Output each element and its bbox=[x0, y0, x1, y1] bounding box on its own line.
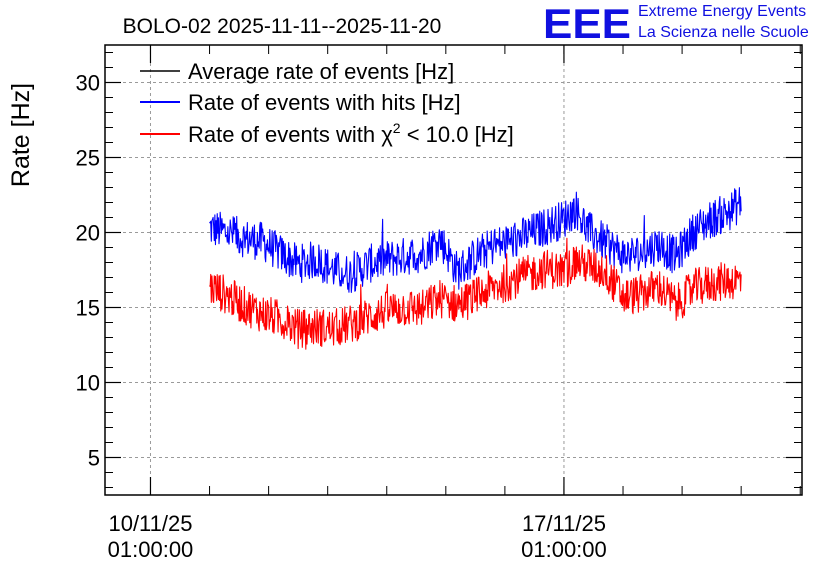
y-tick-label: 30 bbox=[76, 71, 100, 96]
series-chi2 bbox=[209, 237, 742, 350]
x-tick-label-time: 01:00:00 bbox=[521, 537, 607, 562]
hits-rate-line bbox=[209, 187, 742, 293]
plot-frame bbox=[104, 44, 803, 496]
legend-chi-symbol: χ bbox=[381, 122, 393, 147]
legend-chi2-suffix: < 10.0 [Hz] bbox=[401, 122, 514, 147]
x-tick-label-date: 17/11/25 bbox=[522, 511, 606, 536]
legend-chi2-superscript: 2 bbox=[393, 120, 401, 136]
axes: 5101520253010/11/2501:00:0017/11/2501:00… bbox=[76, 45, 802, 562]
legend-chi2-prefix: Rate of events with bbox=[188, 122, 381, 147]
logo-line-1: Extreme Energy Events bbox=[638, 3, 807, 20]
y-tick-label: 15 bbox=[76, 296, 100, 321]
legend-label-chi2: Rate of events with χ2 < 10.0 [Hz] bbox=[188, 120, 514, 147]
chi2-rate-line bbox=[209, 237, 742, 350]
y-tick-label: 10 bbox=[76, 371, 100, 396]
series-layer bbox=[209, 187, 742, 350]
x-tick-label-date: 10/11/25 bbox=[108, 511, 192, 536]
logo-line-2: La Scienza nelle Scuole bbox=[638, 24, 809, 41]
chart-title: BOLO-02 2025-11-11--2025-11-20 bbox=[123, 15, 442, 38]
y-axis-label: Rate [Hz] bbox=[7, 83, 35, 187]
y-tick-label: 20 bbox=[76, 221, 100, 246]
legend: Average rate of events [Hz] Rate of even… bbox=[140, 59, 514, 147]
series-hits bbox=[209, 187, 742, 293]
y-tick-label: 25 bbox=[76, 146, 100, 171]
legend-label-average: Average rate of events [Hz] bbox=[188, 59, 454, 84]
eee-logo-letters: EEE bbox=[543, 0, 631, 47]
y-tick-label: 5 bbox=[88, 446, 100, 471]
x-tick-label-time: 01:00:00 bbox=[108, 537, 194, 562]
legend-label-hits: Rate of events with hits [Hz] bbox=[188, 90, 461, 115]
